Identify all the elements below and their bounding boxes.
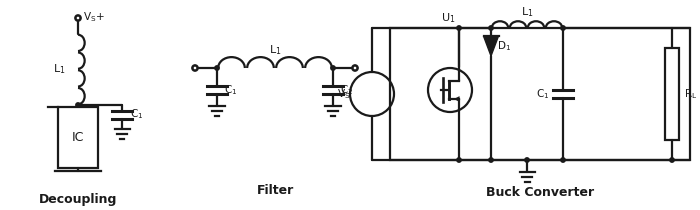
Circle shape xyxy=(457,26,461,30)
Text: IC: IC xyxy=(72,131,84,144)
Circle shape xyxy=(215,66,219,70)
Circle shape xyxy=(489,26,493,30)
Text: $\mathsf{C_1}$: $\mathsf{C_1}$ xyxy=(224,83,237,97)
Text: $\mathsf{C_1}$: $\mathsf{C_1}$ xyxy=(130,107,143,121)
Circle shape xyxy=(670,158,674,162)
Text: $\mathsf{C_1}$: $\mathsf{C_1}$ xyxy=(536,87,550,101)
Text: $\mathsf{R_L}$: $\mathsf{R_L}$ xyxy=(684,87,697,101)
Circle shape xyxy=(489,158,493,162)
Text: $\mathsf{C_2}$: $\mathsf{C_2}$ xyxy=(340,83,354,97)
Text: $\mathsf{U_1}$: $\mathsf{U_1}$ xyxy=(441,11,455,25)
Polygon shape xyxy=(484,36,498,56)
Circle shape xyxy=(561,26,565,30)
Text: $\mathsf{D_1}$: $\mathsf{D_1}$ xyxy=(497,39,511,53)
Text: $\mathsf{V_S}$: $\mathsf{V_S}$ xyxy=(337,87,351,101)
Text: Filter: Filter xyxy=(256,184,293,197)
Circle shape xyxy=(457,158,461,162)
Circle shape xyxy=(76,103,80,107)
Circle shape xyxy=(525,158,529,162)
Text: Buck Converter: Buck Converter xyxy=(486,186,594,199)
Circle shape xyxy=(561,158,565,162)
Bar xyxy=(390,28,690,160)
Text: $\mathsf{L_1}$: $\mathsf{L_1}$ xyxy=(52,63,65,76)
Text: $\mathsf{L_1}$: $\mathsf{L_1}$ xyxy=(269,43,281,57)
Text: Decoupling: Decoupling xyxy=(38,193,117,206)
Bar xyxy=(665,48,679,140)
Text: $\mathsf{V_S}$+: $\mathsf{V_S}$+ xyxy=(83,10,105,24)
Text: $\mathsf{L_1}$: $\mathsf{L_1}$ xyxy=(521,5,533,19)
Circle shape xyxy=(331,66,335,70)
Bar xyxy=(58,107,98,168)
